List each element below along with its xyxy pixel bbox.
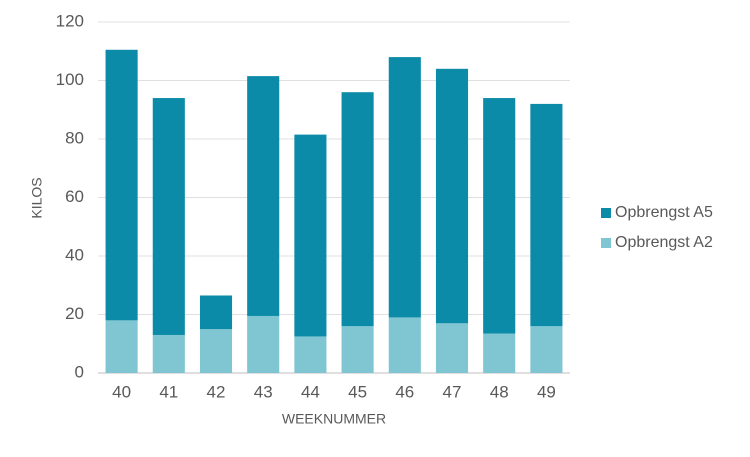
bar-segment [247,315,280,373]
bar-segment [294,336,327,373]
bar-segment [388,57,421,318]
y-tick-label: 40 [65,245,84,264]
x-tick-label: 47 [443,382,462,401]
x-tick-label: 43 [254,382,273,401]
bar-segment [294,134,327,337]
x-tick-label: 42 [207,382,226,401]
bar-segment [199,295,233,330]
bar-segment [435,323,469,373]
bar-segment [152,334,185,373]
bar-segment [341,92,374,327]
x-tick-label: 49 [537,382,556,401]
y-tick-label: 0 [75,362,84,381]
bar-segment [105,49,138,321]
y-tick-label: 20 [65,304,84,323]
y-tick-label: 100 [56,70,84,89]
legend-label: Opbrengst A5 [615,204,713,221]
bar-segment [152,98,185,335]
legend-label: Opbrengst A2 [615,234,713,251]
y-tick-label: 80 [65,128,84,147]
x-tick-label: 46 [395,382,414,401]
bar-segment [247,76,280,316]
x-tick-label: 48 [490,382,509,401]
y-tick-label: 60 [65,187,84,206]
bar-segment [388,317,421,373]
legend-swatch [601,238,611,248]
x-tick-label: 44 [301,382,320,401]
bar-segment [530,103,563,327]
legend-swatch [601,208,611,218]
x-tick-label: 45 [348,382,367,401]
x-axis-title: WEEKNUMMER [282,411,386,427]
y-axis-title: KILOS [29,177,45,218]
x-tick-label: 41 [159,382,178,401]
y-tick-label: 120 [56,11,84,30]
bar-segment [435,68,469,324]
x-tick-label: 40 [112,382,131,401]
bar-segment [199,329,233,373]
bar-segment [483,98,516,334]
bar-segment [341,326,374,373]
bar-segment [105,320,138,373]
bar-segment [483,333,516,373]
bar-segment [530,326,563,373]
